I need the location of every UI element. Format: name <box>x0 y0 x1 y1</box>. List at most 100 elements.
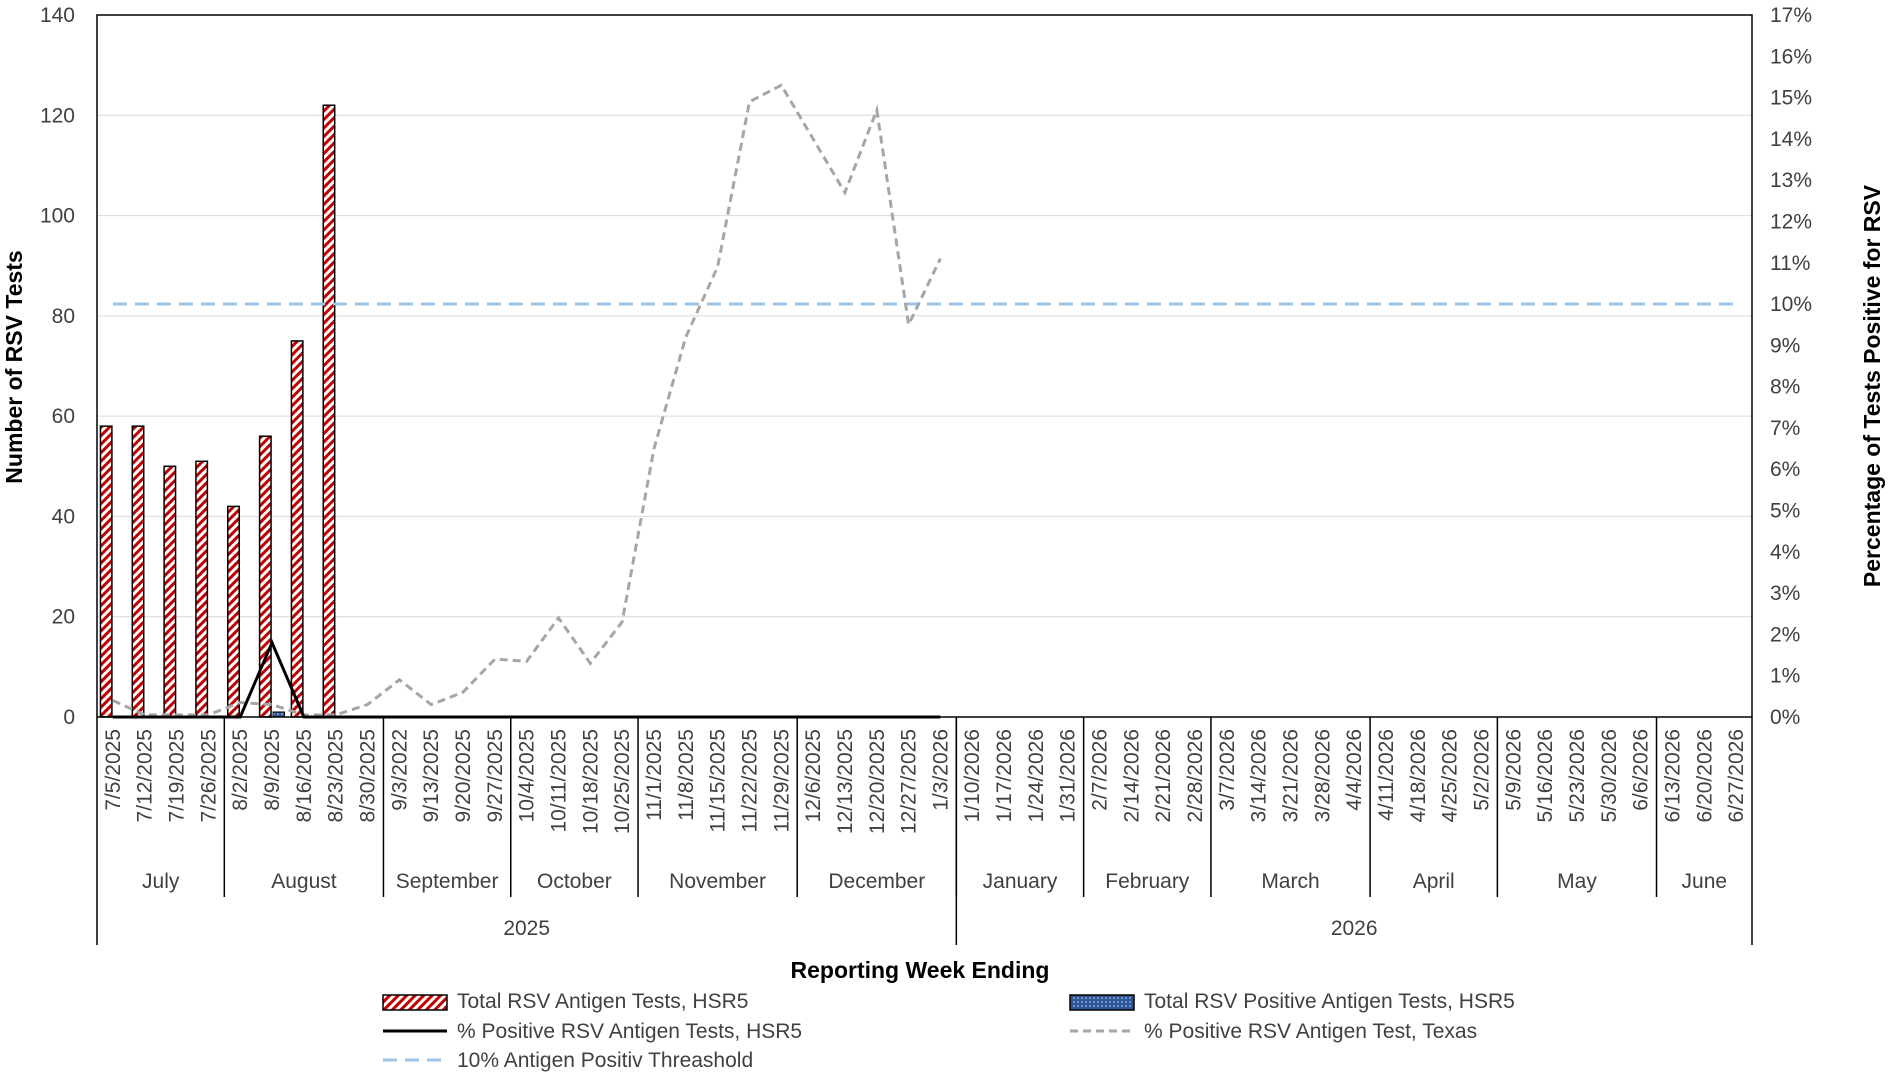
x-axis-tick-labels: 7/5/2025 7/12/2025 7/19/2025 7/26/2025 8/2/2… <box>102 729 1748 834</box>
x-tick-label: 10/4/2025 <box>516 729 539 822</box>
x-tick-label: 10/11/2025 <box>548 729 571 833</box>
y-tick-label: 60 <box>52 405 75 428</box>
x-tick-label: 3/28/2026 <box>1311 729 1334 822</box>
bar-total-tests <box>227 505 240 718</box>
y-tick-label: 0 <box>63 706 75 729</box>
month-label: February <box>1105 870 1190 893</box>
legend-item-pct-texas: % Positive RSV Antigen Test, Texas <box>1070 1020 1477 1043</box>
x-tick-label: 3/7/2026 <box>1216 729 1239 811</box>
y-axis-title: Number of RSV Tests <box>1 250 27 483</box>
bar-total-tests <box>322 104 336 718</box>
legend-label-threshold: 10% Antigen Positiv Threashold <box>457 1049 753 1072</box>
legend-item-threshold: 10% Antigen Positiv Threashold <box>383 1049 753 1072</box>
x-tick-label: 5/9/2026 <box>1502 729 1525 811</box>
x-tick-label: 6/27/2026 <box>1725 729 1748 822</box>
legend-item-total-tests: Total RSV Antigen Tests, HSR5 <box>382 990 748 1013</box>
year-label: 2025 <box>503 917 550 940</box>
month-label: March <box>1261 870 1319 893</box>
y2-tick-label: 12% <box>1770 210 1812 233</box>
month-label: December <box>828 870 925 893</box>
x-tick-label: 11/29/2025 <box>770 729 793 833</box>
x-tick-label: 5/30/2026 <box>1598 729 1621 822</box>
legend-item-pct-hsr5: % Positive RSV Antigen Tests, HSR5 <box>383 1020 802 1043</box>
x-tick-label: 2/21/2026 <box>1152 729 1175 822</box>
y2-tick-label: 7% <box>1770 417 1800 440</box>
y2-tick-label: 5% <box>1770 500 1800 523</box>
x-tick-label: 4/4/2026 <box>1343 729 1366 811</box>
month-label: January <box>983 870 1058 893</box>
bar-total-tests <box>258 435 272 718</box>
x-tick-label: 8/9/2025 <box>261 729 284 811</box>
x-tick-label: 9/27/2025 <box>484 729 507 822</box>
x-tick-label: 9/13/2025 <box>420 729 443 822</box>
legend-label-total-tests: Total RSV Antigen Tests, HSR5 <box>457 990 748 1013</box>
line-pct-texas <box>112 83 942 717</box>
x-tick-label: 12/20/2025 <box>866 729 889 834</box>
left-axis-ticks: 0 20 40 60 80 100 120 140 <box>40 4 75 729</box>
y2-tick-label: 15% <box>1770 87 1812 110</box>
y2-tick-label: 10% <box>1770 293 1812 316</box>
x-tick-label: 8/16/2025 <box>293 729 316 822</box>
y2-axis-title: Percentage of Tests Positive for RSV <box>1859 184 1885 587</box>
y-tick-label: 120 <box>40 104 75 127</box>
legend-label-pct-texas: % Positive RSV Antigen Test, Texas <box>1144 1020 1477 1043</box>
month-label: September <box>396 870 499 893</box>
y-tick-label: 100 <box>40 205 75 228</box>
y2-tick-label: 2% <box>1770 623 1800 646</box>
month-labels: July August September October November Decemb… <box>142 870 1727 893</box>
x-tick-label: 7/26/2025 <box>197 729 220 822</box>
x-tick-label: 2/7/2026 <box>1089 729 1112 811</box>
x-tick-label: 4/18/2026 <box>1407 729 1430 822</box>
y2-tick-label: 1% <box>1770 665 1800 688</box>
x-tick-label: 1/31/2026 <box>1057 729 1080 822</box>
x-tick-label: 8/30/2025 <box>357 729 380 822</box>
legend-swatch-total-tests <box>382 994 448 1011</box>
year-labels: 2025 2026 <box>503 917 1377 940</box>
y2-tick-label: 16% <box>1770 45 1812 68</box>
x-tick-label: 8/23/2025 <box>325 729 348 822</box>
month-label: April <box>1413 870 1455 893</box>
x-tick-label: 8/2/2025 <box>229 729 252 811</box>
x-tick-label: 9/20/2025 <box>452 729 475 822</box>
x-tick-label: 7/12/2025 <box>134 729 157 822</box>
month-label: July <box>142 870 180 893</box>
legend-label-positive-tests: Total RSV Positive Antigen Tests, HSR5 <box>1144 990 1515 1013</box>
month-label: October <box>537 870 612 893</box>
x-tick-label: 5/23/2026 <box>1566 729 1589 822</box>
y-tick-label: 20 <box>52 606 75 629</box>
gridlines <box>97 114 1752 618</box>
x-tick-label: 1/3/2026 <box>929 729 952 811</box>
x-tick-label: 4/25/2026 <box>1439 729 1462 822</box>
y-tick-label: 40 <box>52 505 75 528</box>
month-label: November <box>669 870 766 893</box>
x-tick-label: 5/16/2026 <box>1534 729 1557 822</box>
x-tick-label: 11/1/2025 <box>643 729 666 821</box>
x-tick-label: 5/2/2026 <box>1471 729 1494 811</box>
x-tick-label: 12/13/2025 <box>834 729 857 834</box>
x-tick-label: 2/14/2026 <box>1120 729 1143 822</box>
x-tick-label: 1/24/2026 <box>1025 729 1048 822</box>
bar-total-tests <box>290 340 304 718</box>
bar-series <box>99 104 336 718</box>
y2-tick-label: 0% <box>1770 706 1800 729</box>
x-tick-label: 1/17/2026 <box>993 729 1016 822</box>
y2-tick-label: 8% <box>1770 376 1800 399</box>
y2-tick-label: 9% <box>1770 334 1800 357</box>
legend-label-pct-hsr5: % Positive RSV Antigen Tests, HSR5 <box>457 1020 802 1043</box>
year-label: 2026 <box>1331 917 1378 940</box>
bar-total-tests <box>195 460 209 718</box>
x-tick-label: 1/10/2026 <box>961 729 984 822</box>
y2-tick-label: 14% <box>1770 128 1812 151</box>
x-tick-label: 3/14/2026 <box>1248 729 1271 822</box>
plot-frame <box>96 14 1753 718</box>
x-tick-label: 11/8/2025 <box>675 729 698 821</box>
x-tick-label: 12/6/2025 <box>802 729 825 822</box>
y-tick-label: 140 <box>40 4 75 27</box>
x-axis-title: Reporting Week Ending <box>791 957 1050 983</box>
x-tick-label: 6/20/2026 <box>1693 729 1716 822</box>
line-series <box>112 83 1737 719</box>
x-tick-label: 9/3/2022 <box>388 729 411 811</box>
bar-positive-tests <box>272 711 286 718</box>
